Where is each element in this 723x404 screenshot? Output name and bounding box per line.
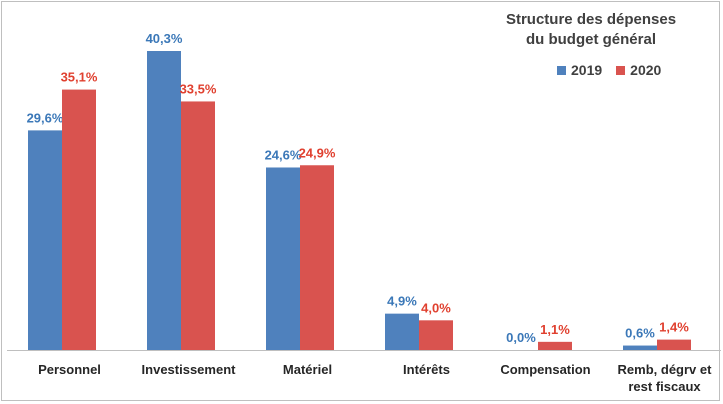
category-label-2: Matériel xyxy=(283,362,332,377)
bar-2020-2 xyxy=(300,165,334,350)
bar-2020-5 xyxy=(657,339,691,350)
category-label-4: Compensation xyxy=(500,362,590,377)
data-label-2020-3: 4,0% xyxy=(421,300,451,315)
category-label-5-line-1: rest fiscaux xyxy=(628,379,701,394)
bar-2019-2 xyxy=(266,167,300,350)
bar-2019-3 xyxy=(385,313,419,350)
chart-title-line-2: du budget général xyxy=(525,31,656,48)
bar-2020-3 xyxy=(419,320,453,350)
category-label-3: Intérêts xyxy=(403,362,450,377)
data-label-2020-0: 35,1% xyxy=(61,70,98,85)
category-label-1: Investissement xyxy=(142,362,237,377)
legend-item-2019: 2019 xyxy=(557,62,602,78)
category-label-5-line-0: Remb, dégrv et xyxy=(618,362,713,377)
category-label-0: Personnel xyxy=(38,362,101,377)
legend-item-2020: 2020 xyxy=(616,62,661,78)
data-label-2019-2: 24,6% xyxy=(265,147,302,162)
data-label-2020-1: 33,5% xyxy=(180,81,217,96)
bar-2019-1 xyxy=(147,51,181,350)
data-label-2019-0: 29,6% xyxy=(27,110,64,125)
bar-2020-0 xyxy=(62,89,96,351)
bar-2019-5 xyxy=(623,345,657,350)
chart-title: Structure des dépenses du budget général xyxy=(491,10,691,50)
data-label-2020-4: 1,1% xyxy=(540,322,570,337)
data-label-2020-5: 1,4% xyxy=(659,320,689,335)
data-label-2019-3: 4,9% xyxy=(387,294,417,309)
legend-label-2020: 2020 xyxy=(630,62,662,78)
data-label-2019-5: 0,6% xyxy=(625,326,655,341)
bar-2020-4 xyxy=(538,341,572,350)
legend-label-2019: 2019 xyxy=(571,62,603,78)
legend: 2019 2020 xyxy=(557,62,661,78)
legend-swatch-2019 xyxy=(557,65,566,75)
chart-title-line-1: Structure des dépenses xyxy=(505,11,677,28)
data-label-2020-2: 24,9% xyxy=(299,145,336,160)
data-label-2019-1: 40,3% xyxy=(146,31,183,46)
bar-2020-1 xyxy=(181,101,215,350)
bar-2019-0 xyxy=(28,130,62,350)
legend-swatch-2020 xyxy=(616,65,626,75)
data-label-2019-4: 0,0% xyxy=(506,330,536,345)
